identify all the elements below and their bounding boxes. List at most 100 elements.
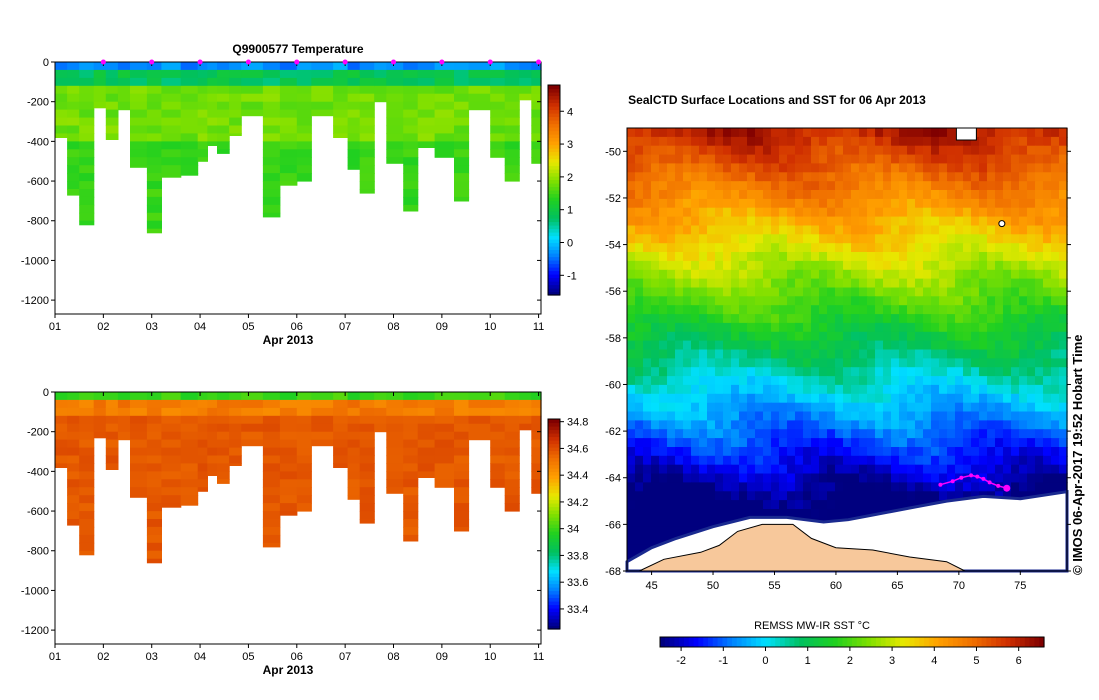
sst-cell <box>851 163 860 173</box>
profile-cell <box>180 423 199 433</box>
sst-cell <box>715 517 724 528</box>
sst-cell <box>683 305 692 315</box>
sst-cell <box>811 402 820 413</box>
sst-cell <box>931 190 940 200</box>
sst-cell <box>747 349 756 360</box>
sst-cell <box>1019 429 1028 439</box>
profile-cell <box>454 495 470 504</box>
sst-cell <box>683 384 692 395</box>
profile-cell <box>229 463 242 466</box>
sst-cell <box>963 181 972 191</box>
sst-cell <box>867 482 876 492</box>
sst-cell <box>1011 429 1020 439</box>
sst-cell <box>731 402 740 413</box>
sst-cell <box>947 322 956 333</box>
sst-cell <box>867 207 876 218</box>
sst-cell <box>691 216 700 227</box>
profile-cell <box>454 455 470 464</box>
sst-cell <box>787 225 796 236</box>
sst-cell <box>683 429 692 439</box>
profile-cell <box>504 423 520 433</box>
sst-cell <box>739 393 748 404</box>
sst-cell <box>1011 260 1020 271</box>
sst-cell <box>987 181 996 191</box>
colorbar-step <box>548 137 560 142</box>
profile-cell <box>67 479 80 488</box>
profile-cell <box>130 93 148 103</box>
sst-cell <box>803 207 812 218</box>
sst-cell <box>827 154 836 165</box>
sst-cell <box>987 331 996 342</box>
sst-cell <box>1027 349 1036 360</box>
sst-cell <box>643 340 652 351</box>
profile-cell <box>93 407 107 417</box>
sst-cell <box>907 464 916 475</box>
sst-cell <box>843 393 852 404</box>
profile-cell <box>262 173 281 182</box>
sst-cell <box>659 411 668 422</box>
profile-cell <box>117 415 131 425</box>
sst-cell <box>1003 438 1012 448</box>
sst-cell <box>979 420 988 430</box>
sst-cell <box>723 411 732 422</box>
sst-cell <box>683 517 692 528</box>
sst-cell <box>987 340 996 351</box>
sst-cell <box>1059 340 1068 351</box>
sst-cell <box>723 455 732 466</box>
sst-cell <box>947 278 956 289</box>
sst-cell <box>891 181 900 191</box>
sst-cell <box>827 172 836 182</box>
sst-cell <box>883 500 892 510</box>
sst-cell <box>819 243 828 253</box>
profile-cell <box>262 526 281 536</box>
sst-cell <box>739 252 748 262</box>
profile-cell <box>386 392 404 401</box>
sst-cell <box>819 252 828 262</box>
sst-cell <box>947 154 956 165</box>
profile-cell <box>504 463 520 472</box>
sst-cell <box>1011 278 1020 289</box>
profile-cell <box>333 117 349 127</box>
sst-cell <box>1027 136 1036 147</box>
sst-cell <box>899 225 908 236</box>
profile-cell <box>130 495 148 498</box>
profile-cell <box>333 93 349 103</box>
sst-cell <box>755 358 764 368</box>
sst-cell <box>643 509 652 519</box>
colorbar-step <box>548 478 560 483</box>
profile-cell <box>217 117 230 127</box>
colorbar-step <box>548 496 560 501</box>
sst-cell <box>883 252 892 262</box>
sst-cell <box>667 393 676 404</box>
sst-cell <box>755 376 764 386</box>
profile-cell <box>146 141 162 150</box>
profile-cell <box>197 77 208 87</box>
sst-cell <box>659 367 668 377</box>
profile-cell <box>279 399 298 409</box>
sst-cell <box>707 287 716 298</box>
sst-cell <box>699 128 708 138</box>
profile-cell <box>229 415 242 425</box>
sst-cell <box>667 190 676 200</box>
sst-cell <box>947 393 956 404</box>
profile-cell <box>347 101 361 111</box>
sst-cell <box>819 384 828 395</box>
profile-cell <box>296 173 312 182</box>
sst-cell <box>1003 287 1012 298</box>
profile-cell <box>490 77 506 87</box>
colorbar-step <box>818 637 824 647</box>
sst-cell <box>995 190 1004 200</box>
sst-cell <box>779 411 788 422</box>
sst-cell <box>715 393 724 404</box>
sst-cell <box>691 198 700 209</box>
sst-cell <box>1011 243 1020 253</box>
sst-cell <box>715 482 724 492</box>
sst-cell <box>979 278 988 289</box>
sst-cell <box>787 136 796 147</box>
sst-cell <box>955 216 964 227</box>
sst-cell <box>803 358 812 368</box>
y-tick-label: -62 <box>605 426 621 438</box>
profile-cell <box>67 189 80 196</box>
sst-cell <box>795 314 804 324</box>
sst-cell <box>779 340 788 351</box>
